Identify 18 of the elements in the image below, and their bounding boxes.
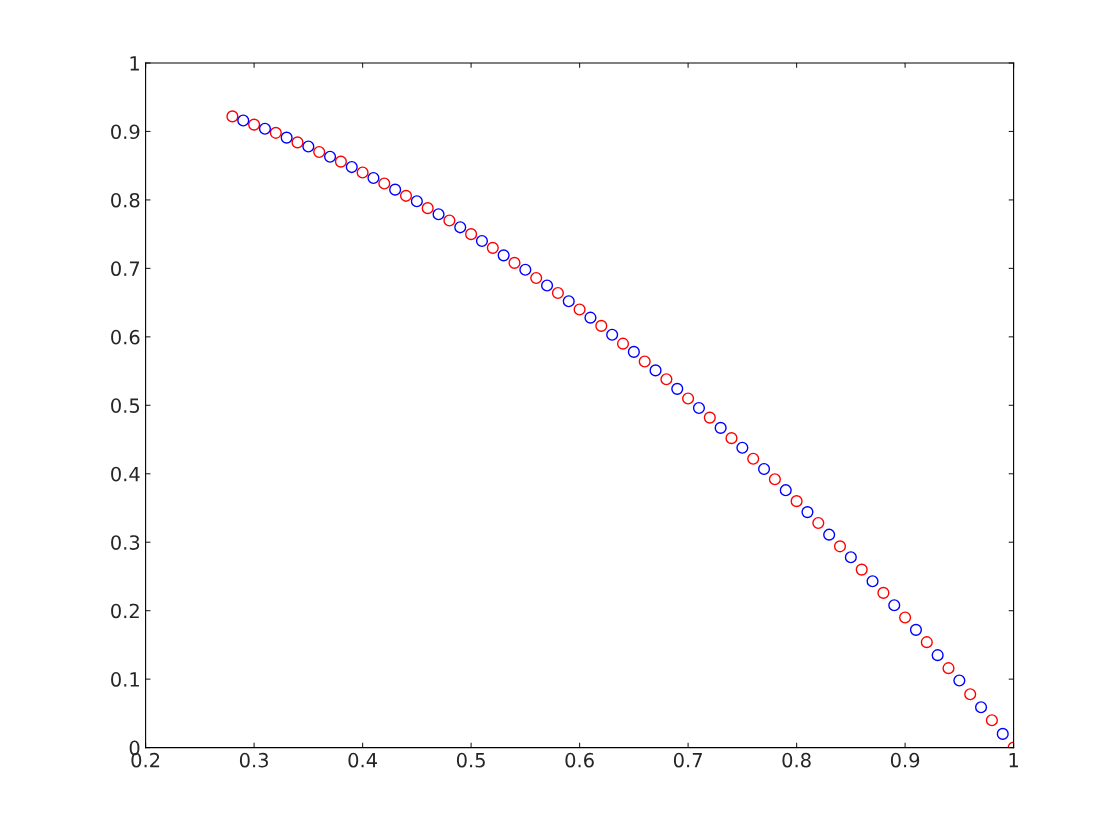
y-tick-label: 0.2: [111, 603, 139, 619]
x-tick-label: 0.6: [565, 752, 594, 768]
x-tick-label: 0.8: [782, 752, 811, 768]
y-tick-label: 0.3: [111, 535, 140, 550]
x-tick-label: 0.9: [890, 752, 920, 768]
y-tick-label: 0.9: [111, 124, 140, 140]
y-tick-label: 0.6: [111, 329, 140, 345]
x-tick-label: 1: [1009, 753, 1018, 768]
x-tick-label: 0.4: [348, 752, 377, 768]
y-tick-label: 0.5: [111, 398, 140, 413]
x-tick-label: 0.3: [239, 752, 268, 768]
y-tick-label: 0.4: [111, 466, 140, 482]
y-tick-label: 0.1: [111, 672, 139, 687]
y-tick-label: 0.8: [111, 192, 140, 208]
y-tick-label: 0.7: [111, 261, 140, 277]
x-tick-label: 0.7: [673, 752, 702, 768]
y-tick-label: 1: [130, 56, 139, 71]
x-tick-label: 0.5: [456, 752, 485, 768]
